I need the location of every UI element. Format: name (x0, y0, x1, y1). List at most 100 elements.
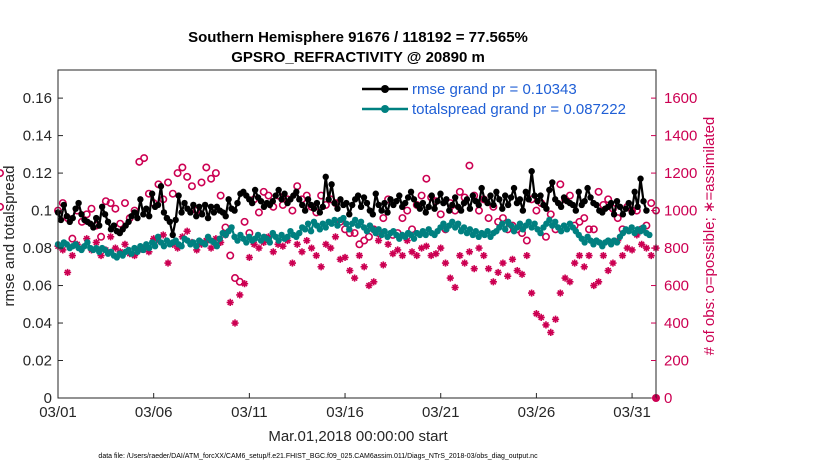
rmse-point (625, 199, 632, 207)
obs-assimilated-point (240, 280, 249, 288)
rmse-point (546, 186, 553, 194)
rmse-point (278, 196, 285, 203)
obs-assimilated-point (336, 255, 344, 263)
rmse-point (313, 199, 321, 207)
rmse-point (134, 214, 141, 222)
rmse-point (396, 192, 403, 199)
rmse-point (281, 190, 288, 197)
obs-assimilated-point (164, 259, 172, 267)
totalspread-series (54, 214, 653, 261)
rmse-point (387, 196, 394, 203)
obs-assimilated-point (307, 244, 316, 252)
rmse-point (569, 201, 577, 209)
obs-assimilated-point (556, 289, 564, 297)
rmse-point (201, 201, 209, 209)
obs-assimilated-point (245, 253, 253, 262)
obs-assimilated-point (303, 236, 311, 245)
spread-point (193, 242, 200, 250)
rmse-point (502, 192, 509, 199)
obs-possible-point (350, 229, 359, 238)
obs-assimilated-point (504, 272, 512, 280)
obs-assimilated-point (437, 244, 445, 252)
axes-box (57, 69, 657, 399)
obs-possible-point (647, 199, 656, 208)
obs-assimilated-point (284, 236, 292, 245)
rmse-point (622, 205, 630, 212)
obs-assimilated-point (427, 251, 435, 260)
rmse-point (310, 205, 318, 212)
obs-possible-point (355, 240, 364, 249)
obs-possible-point (216, 191, 225, 200)
obs-assimilated-point (628, 246, 636, 254)
rmse-point (457, 207, 465, 214)
rmse-point (90, 224, 97, 231)
x-tick-label: 03/26 (518, 404, 556, 421)
obs-assimilated-point (346, 266, 354, 275)
spread-point (216, 235, 224, 242)
obs-assimilated-point (374, 236, 383, 245)
obs-assimilated-point (642, 244, 651, 252)
y2-tick-label: 800 (664, 240, 689, 257)
rmse-point (549, 179, 556, 186)
rmse-point (575, 188, 582, 196)
obs-possible-point (484, 214, 493, 223)
spread-point (228, 224, 235, 231)
obs-possible-point (0, 202, 4, 211)
obs-possible-point (187, 182, 196, 191)
y2-axis-ticks: 0 200 400 600 800 1000 1200 1400 1600 (651, 90, 697, 407)
rmse-point (381, 199, 388, 207)
obs-possible-point (465, 161, 474, 170)
obs-possible-point (264, 191, 273, 200)
rmse-point (193, 212, 200, 220)
rmse-point (328, 181, 335, 188)
obs-assimilated-point (355, 251, 363, 260)
rmse-point (496, 196, 503, 203)
obs-possible-point (120, 199, 129, 208)
x-tick-label: 03/21 (422, 404, 460, 421)
rmse-point (428, 192, 435, 199)
obs-assimilated-point (279, 242, 287, 250)
obs-assimilated-point (322, 240, 330, 248)
obs-assimilated-point (360, 263, 368, 271)
rmse-point (510, 184, 518, 192)
y-tick-label: 0 (44, 390, 52, 407)
obs-possible-point (379, 214, 388, 223)
rmse-point (175, 192, 182, 199)
rmse-point (628, 209, 635, 216)
rmse-point (463, 196, 471, 203)
obs-assimilated-point (68, 251, 76, 260)
obs-assimilated-point (403, 236, 411, 245)
obs-assimilated-point (489, 278, 497, 286)
spread-point (646, 231, 653, 239)
spread-point (640, 224, 647, 231)
obs-assimilated-point (183, 227, 191, 235)
rmse-point (69, 214, 76, 222)
obs-assimilated-point (413, 251, 421, 260)
y-tick-label: 0.12 (23, 165, 52, 182)
spread-point (284, 233, 291, 241)
spread-point (234, 237, 241, 244)
rmse-point (613, 198, 621, 205)
obs-possible-point (575, 217, 584, 226)
obs-possible-point (164, 178, 173, 187)
spread-point (266, 239, 274, 246)
y-tick-label: 0.14 (23, 128, 52, 145)
spread-point (334, 222, 341, 229)
obs-assimilated-point (494, 268, 502, 277)
rmse-point (196, 203, 203, 211)
rmse-point (484, 199, 491, 207)
spread-point (140, 246, 147, 254)
obs-assimilated-point (217, 238, 225, 247)
rmse-point (131, 209, 138, 216)
obs-assimilated-point (547, 328, 555, 336)
plot-frame (57, 69, 657, 399)
rmse-point (631, 188, 638, 196)
rmse-point (422, 209, 429, 216)
obs-possible-point (556, 180, 565, 189)
spread-point (343, 220, 350, 227)
obs-assimilated-point (528, 289, 536, 297)
obs-possible-point (97, 232, 106, 241)
obs-assimilated-point (236, 291, 244, 299)
rmse-point (160, 209, 168, 216)
spread-point (296, 229, 303, 237)
